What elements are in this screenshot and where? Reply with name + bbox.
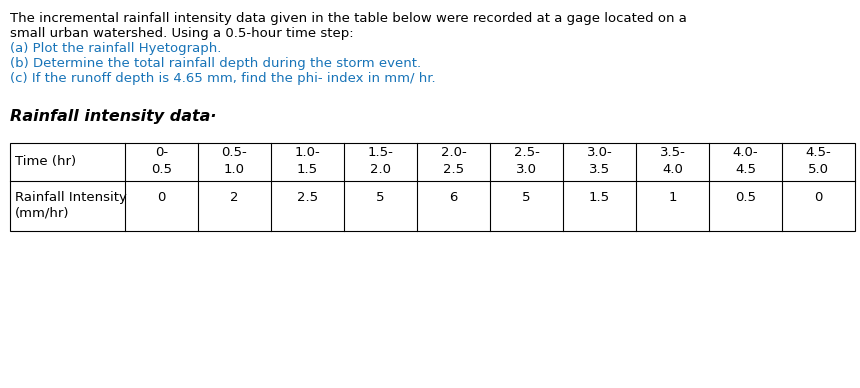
Text: Rainfall Intensity: Rainfall Intensity	[15, 191, 127, 204]
Text: The incremental rainfall intensity data given in the table below were recorded a: The incremental rainfall intensity data …	[10, 12, 687, 25]
Text: 2.5: 2.5	[443, 163, 464, 177]
Text: 1.5: 1.5	[297, 163, 318, 177]
Text: Rainfall intensity data·: Rainfall intensity data·	[10, 109, 217, 124]
Text: 6: 6	[449, 191, 458, 204]
Text: 2.5: 2.5	[297, 191, 318, 204]
Text: 0-: 0-	[155, 146, 168, 159]
Text: 1: 1	[668, 191, 677, 204]
Bar	[10, 142, 855, 230]
Text: 1.0-: 1.0-	[295, 146, 321, 159]
Text: (b) Determine the total rainfall depth during the storm event.: (b) Determine the total rainfall depth d…	[10, 57, 421, 70]
Text: 0.5: 0.5	[735, 191, 756, 204]
Text: 2.5-: 2.5-	[513, 146, 539, 159]
Text: 1.0: 1.0	[224, 163, 245, 177]
Text: 5.0: 5.0	[808, 163, 829, 177]
Text: 3.5: 3.5	[589, 163, 610, 177]
Text: (mm/hr): (mm/hr)	[15, 207, 70, 220]
Text: 3.0-: 3.0-	[587, 146, 612, 159]
Text: 0: 0	[157, 191, 166, 204]
Text: 4.0-: 4.0-	[733, 146, 759, 159]
Text: 4.0: 4.0	[662, 163, 683, 177]
Text: (c) If the runoff depth is 4.65 mm, find the phi- index in mm/ hr.: (c) If the runoff depth is 4.65 mm, find…	[10, 72, 436, 85]
Text: 0.5: 0.5	[151, 163, 172, 177]
Text: 2.0: 2.0	[370, 163, 391, 177]
Text: small urban watershed. Using a 0.5-hour time step:: small urban watershed. Using a 0.5-hour …	[10, 27, 353, 40]
Text: 1.5: 1.5	[589, 191, 610, 204]
Text: 4.5-: 4.5-	[806, 146, 832, 159]
Text: 1.5-: 1.5-	[367, 146, 393, 159]
Text: 4.5: 4.5	[735, 163, 756, 177]
Text: 2: 2	[230, 191, 239, 204]
Text: Time (hr): Time (hr)	[15, 155, 77, 168]
Text: (a) Plot the rainfall Hyetograph.: (a) Plot the rainfall Hyetograph.	[10, 42, 221, 55]
Text: 5: 5	[522, 191, 531, 204]
Text: 3.5-: 3.5-	[660, 146, 685, 159]
Text: 2.0-: 2.0-	[440, 146, 466, 159]
Text: 0: 0	[814, 191, 823, 204]
Text: 5: 5	[377, 191, 384, 204]
Text: 0.5-: 0.5-	[222, 146, 248, 159]
Text: 3.0: 3.0	[516, 163, 537, 177]
